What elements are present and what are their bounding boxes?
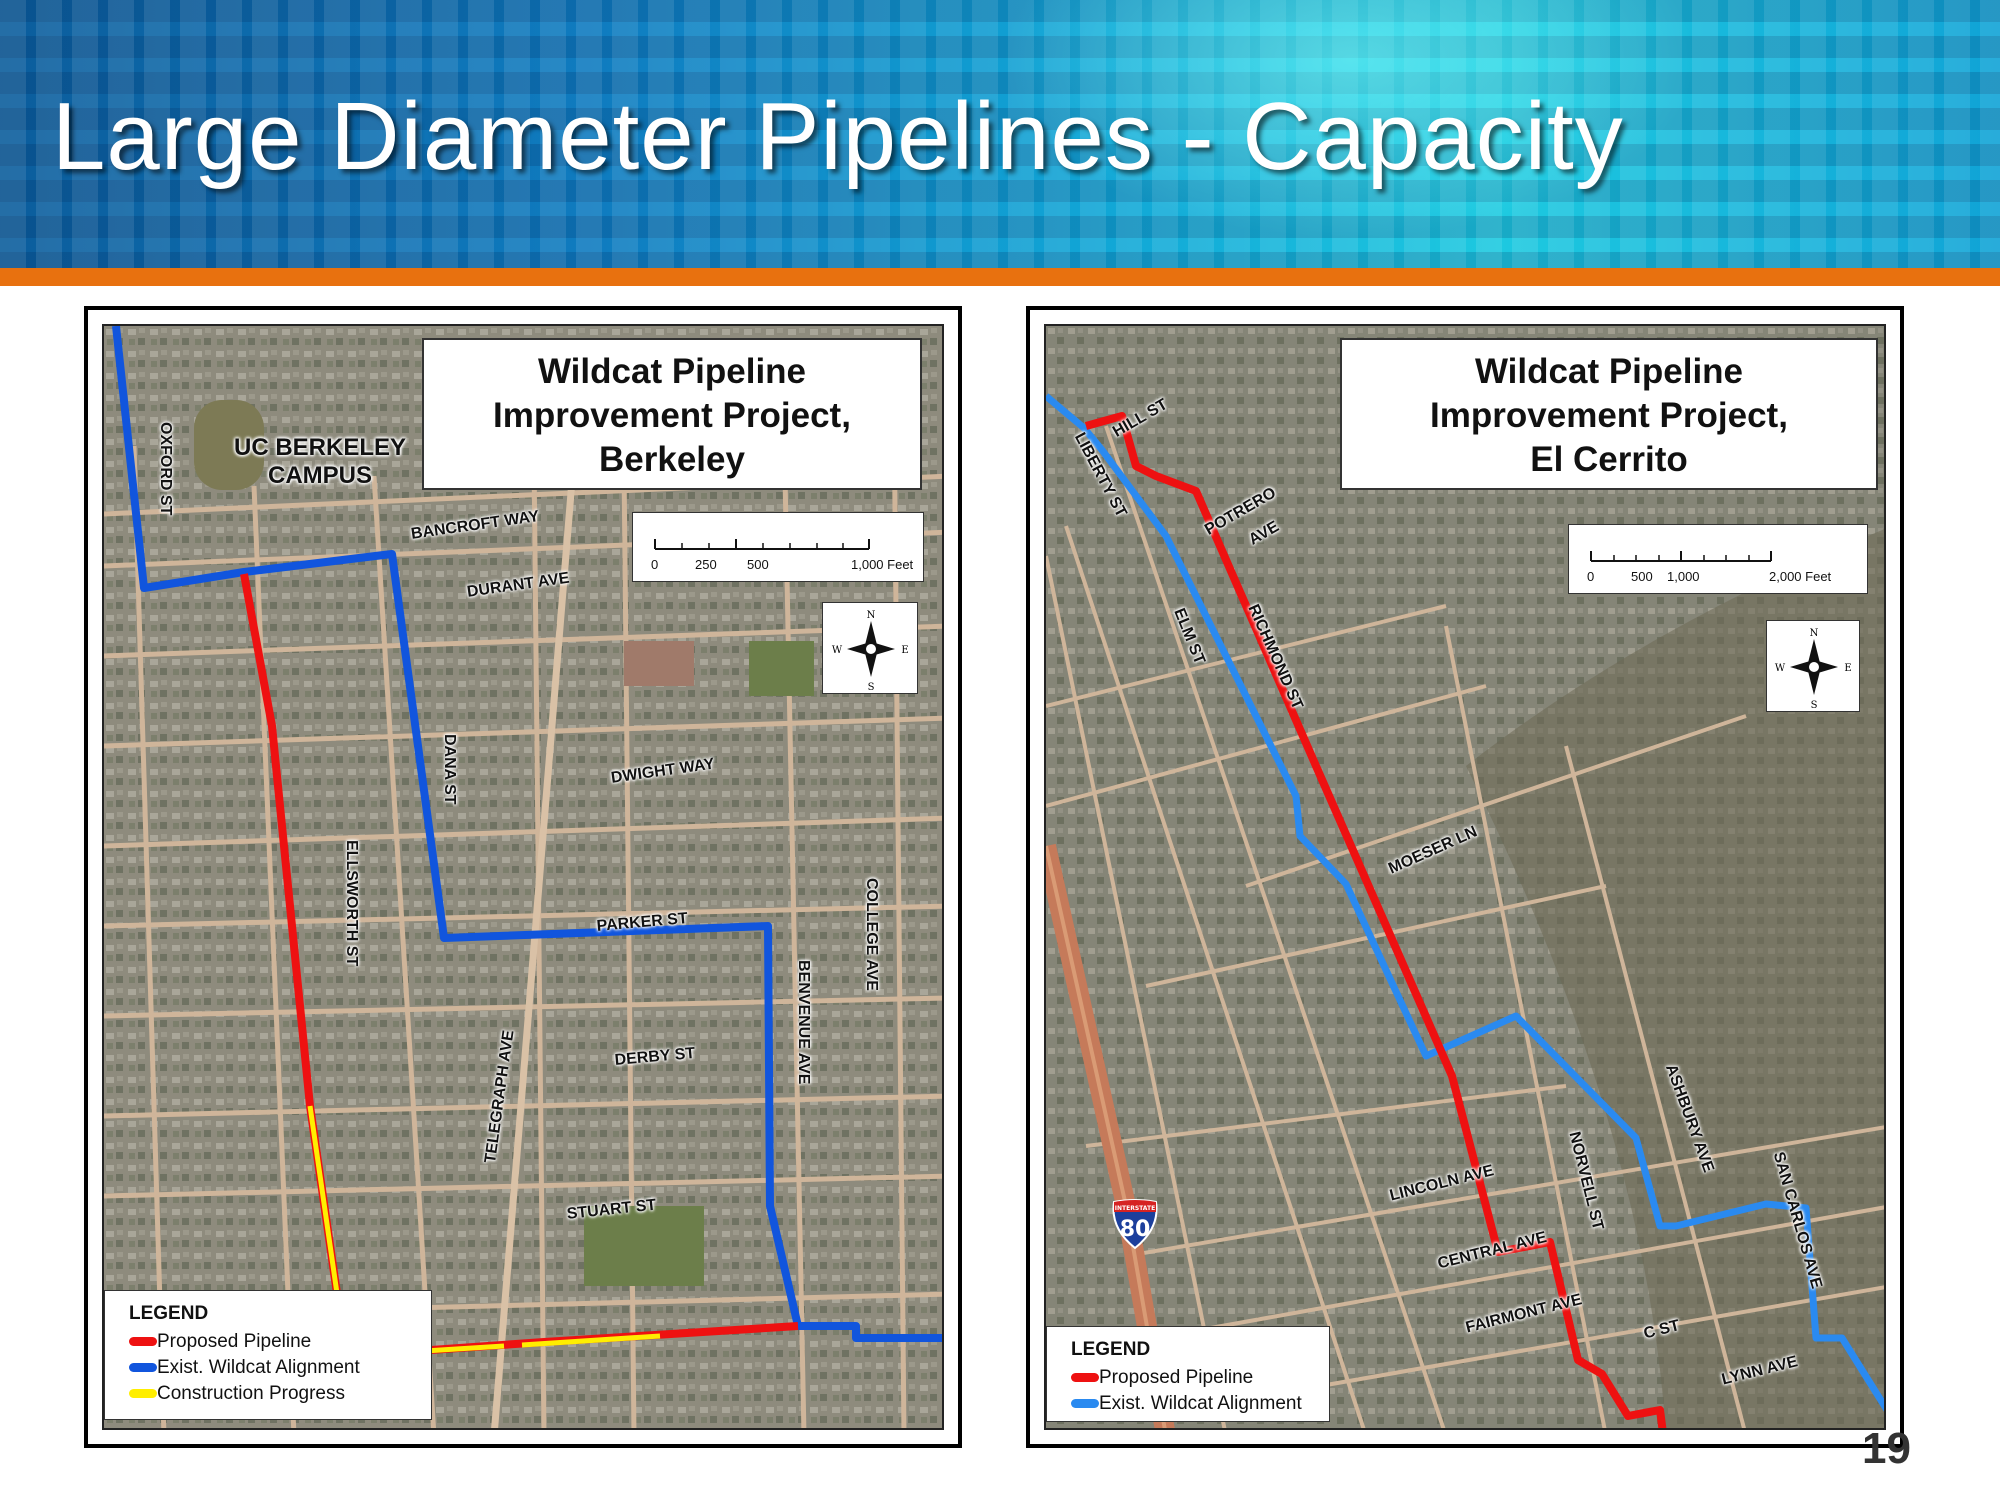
legend-swatch-blue (129, 1363, 157, 1373)
berkeley-map-frame: Wildcat Pipeline Improvement Project, Be… (84, 306, 962, 1448)
interstate-shield-icon: INTERSTATE 80 (1112, 1199, 1158, 1250)
el-cerrito-map-canvas (1046, 326, 1884, 1428)
legend-item-existing: Exist. Wildcat Alignment (1071, 1393, 1302, 1415)
scale-label-0: 0 (1587, 569, 1595, 584)
scale-label-2000-feet: 2,000 Feet (1769, 569, 1832, 584)
legend-item-proposed: Proposed Pipeline (129, 1331, 311, 1353)
legend-label-construction: Construction Progress (157, 1383, 345, 1404)
berkeley-title-line-2: Improvement Project, (493, 396, 851, 435)
banner-accent-stripe (0, 268, 2000, 286)
street-label-college: COLLEGE AVE (863, 878, 880, 991)
interstate-label: INTERSTATE (1115, 1205, 1155, 1212)
interstate-80-centerline (1046, 845, 1167, 1428)
legend-label-proposed: Proposed Pipeline (157, 1331, 312, 1352)
scale-ruler-icon (654, 539, 870, 550)
legend-title: LEGEND (129, 1303, 209, 1324)
telegraph-road (491, 455, 578, 1428)
legend-label-existing: Exist. Wildcat Alignment (157, 1357, 360, 1378)
courts (624, 641, 694, 686)
legend-label-existing: Exist. Wildcat Alignment (1099, 1393, 1302, 1414)
legend-title: LEGEND (1071, 1339, 1151, 1360)
el-cerrito-map-frame: Wildcat Pipeline Improvement Project, El… (1026, 306, 1904, 1448)
page-number: 19 (1862, 1424, 1911, 1473)
berkeley-map-title: Wildcat Pipeline Improvement Project, Be… (422, 338, 922, 490)
legend-swatch-yellow (129, 1389, 157, 1399)
el-cerrito-legend: LEGEND Proposed Pipeline Exist. Wildcat … (1046, 1326, 1330, 1422)
street-label-benvenue: BENVENUE AVE (795, 960, 812, 1085)
compass-e: E (1844, 663, 1851, 674)
el-cerrito-proposed-pipeline-line (1084, 412, 1667, 1428)
street-label-ellsworth: ELLSWORTH ST (343, 840, 360, 967)
berkeley-map-canvas (104, 326, 942, 1428)
berkeley-construction-progress-segment (521, 1333, 661, 1348)
el-cerrito-scale-bar: 0 500 1,000 2,000 Feet (1568, 524, 1868, 594)
scale-label-1000: 1,000 (1667, 569, 1700, 584)
berkeley-existing-alignment-line (112, 326, 942, 1342)
interstate-number: 80 (1120, 1217, 1151, 1242)
el-cerrito-road-grid (1046, 425, 1884, 1428)
scale-label-0: 0 (651, 557, 659, 572)
compass-rose-icon: N S E W (832, 610, 909, 693)
park (584, 1206, 704, 1286)
scale-label-1000-feet: 1,000 Feet (851, 557, 914, 572)
berkeley-map[interactable]: Wildcat Pipeline Improvement Project, Be… (102, 324, 944, 1430)
legend-item-construction: Construction Progress (129, 1383, 345, 1405)
el-cerrito-map-title: Wildcat Pipeline Improvement Project, El… (1340, 338, 1878, 490)
scale-label-500: 500 (747, 557, 769, 572)
compass-rose-icon: N S E W (1775, 628, 1852, 711)
compass-n: N (867, 610, 876, 621)
compass-w: W (1775, 663, 1786, 674)
berkeley-legend: LEGEND Proposed Pipeline Exist. Wildcat … (104, 1290, 432, 1420)
title-banner (0, 0, 2000, 268)
campus-label-line-2: CAMPUS (268, 462, 373, 489)
berkeley-road-grid (104, 405, 942, 1428)
berkeley-title-line-3: Berkeley (599, 440, 745, 479)
legend-item-existing: Exist. Wildcat Alignment (129, 1357, 360, 1379)
berkeley-scale-bar: 0 250 500 1,000 Feet (632, 512, 924, 582)
scale-label-500: 500 (1631, 569, 1653, 584)
el-cerrito-title-line-1: Wildcat Pipeline (1474, 352, 1744, 391)
berkeley-north-arrow: N S E W (822, 602, 918, 694)
legend-item-proposed: Proposed Pipeline (1071, 1367, 1253, 1389)
campus-label-line-1: UC BERKELEY (234, 434, 407, 461)
field (749, 641, 814, 696)
berkeley-title-line-1: Wildcat Pipeline (537, 352, 807, 391)
compass-n: N (1810, 628, 1819, 639)
el-cerrito-map[interactable]: Wildcat Pipeline Improvement Project, El… (1044, 324, 1886, 1430)
scale-label-250: 250 (695, 557, 717, 572)
legend-swatch-red (1071, 1373, 1099, 1383)
track-field (194, 400, 264, 490)
compass-s: S (1811, 700, 1818, 711)
slide-title: Large Diameter Pipelines - Capacity (52, 83, 1624, 190)
el-cerrito-north-arrow: N S E W (1766, 620, 1860, 712)
compass-s: S (868, 682, 875, 693)
uc-berkeley-campus-label: UC BERKELEY CAMPUS (234, 434, 406, 490)
el-cerrito-title-line-3: El Cerrito (1530, 440, 1688, 479)
scale-ruler-icon (1590, 551, 1772, 562)
legend-label-proposed: Proposed Pipeline (1099, 1367, 1254, 1388)
compass-e: E (901, 645, 908, 656)
legend-swatch-red (129, 1337, 157, 1347)
legend-swatch-blue (1071, 1399, 1099, 1409)
compass-w: W (832, 645, 843, 656)
el-cerrito-existing-alignment-line (1046, 393, 1884, 1412)
street-label-dana: DANA ST (441, 734, 458, 805)
el-cerrito-title-line-2: Improvement Project, (1430, 396, 1788, 435)
street-label-oxford: OXFORD ST (157, 422, 174, 516)
